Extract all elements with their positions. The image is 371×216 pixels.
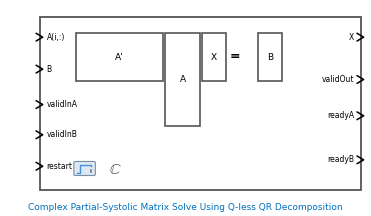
Text: $\mathbb{C}$: $\mathbb{C}$	[109, 162, 121, 177]
Bar	[202, 33, 226, 81]
Text: validInA: validInA	[47, 100, 78, 109]
FancyBboxPatch shape	[74, 162, 95, 175]
Text: B: B	[267, 53, 273, 62]
Text: B: B	[47, 65, 52, 74]
Text: A': A'	[115, 53, 124, 62]
Text: Complex Partial-Systolic Matrix Solve Using Q-less QR Decomposition: Complex Partial-Systolic Matrix Solve Us…	[28, 203, 343, 212]
Bar	[40, 17, 361, 190]
Text: fi: fi	[90, 169, 93, 174]
Text: readyB: readyB	[327, 155, 354, 164]
Text: X: X	[211, 53, 217, 62]
Text: A: A	[180, 75, 186, 84]
Text: validOut: validOut	[322, 75, 354, 84]
Bar	[258, 33, 282, 81]
Bar	[76, 33, 163, 81]
Text: =: =	[230, 50, 240, 63]
Text: A(i,:): A(i,:)	[47, 33, 65, 42]
Text: restart: restart	[47, 162, 73, 171]
Text: readyA: readyA	[327, 111, 354, 120]
Text: validInB: validInB	[47, 130, 78, 139]
Text: X: X	[349, 33, 354, 42]
Bar	[165, 33, 200, 126]
